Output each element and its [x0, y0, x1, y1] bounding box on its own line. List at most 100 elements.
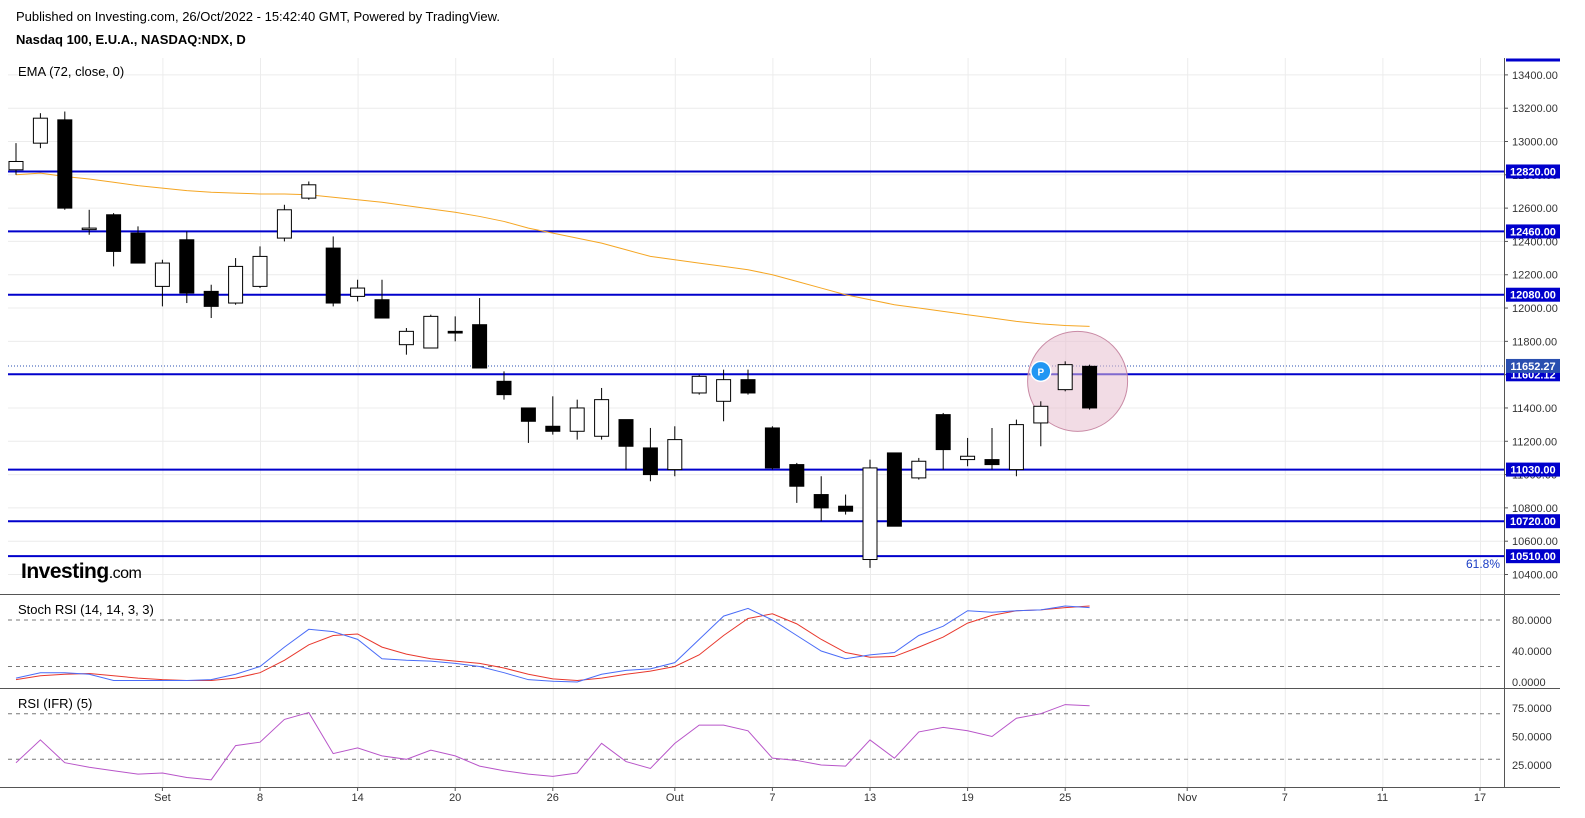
candle-bullish	[862, 467, 878, 561]
candle-bullish	[1033, 405, 1049, 424]
candle-bullish	[398, 330, 414, 346]
candle-bearish	[130, 232, 146, 264]
last-price-tag: 11652.27	[1510, 361, 1555, 373]
level-tag: 12460.00	[1510, 226, 1556, 238]
candle-bearish	[1082, 365, 1098, 409]
x-tick-label: 7	[769, 792, 775, 804]
rsi-panel: 25.0000 50.0000 75.0000	[8, 703, 1552, 781]
stoch-rsi-panel: 0.0000 40.0000 80.0000	[8, 605, 1552, 689]
y-tick-label: 10400.00	[1512, 570, 1558, 582]
y-tick-label: 13400.00	[1512, 70, 1558, 82]
candle-bearish	[179, 239, 195, 294]
x-tick-label: 17	[1474, 792, 1486, 804]
y-tick-label: 11400.00	[1512, 403, 1557, 415]
candle-bullish	[594, 399, 610, 437]
level-tag-bg	[1506, 462, 1560, 477]
stoch-y-tick-label: 80.0000	[1512, 615, 1552, 627]
symbol-title: Nasdaq 100, E.U.A., NASDAQ:NDX, D	[16, 32, 246, 47]
candles: P	[8, 111, 1098, 568]
candle-bullish	[81, 227, 97, 231]
candle-bullish	[228, 265, 244, 304]
rsi-y-tick-label: 25.0000	[1512, 760, 1552, 772]
candle-bullish	[911, 460, 927, 479]
level-tag-bg	[1506, 549, 1560, 564]
level-tag-bg	[1506, 224, 1560, 239]
x-tick-label: 11	[1377, 792, 1388, 804]
level-tag: 11030.00	[1510, 465, 1555, 477]
candle-bearish	[764, 427, 780, 469]
rsi-y-tick-label: 50.0000	[1512, 732, 1552, 744]
stoch-y-tick-label: 0.0000	[1512, 677, 1546, 689]
level-tag: 10720.00	[1510, 516, 1556, 528]
rsi-label: RSI (IFR) (5)	[18, 696, 93, 711]
investing-logo: Investing.com	[21, 560, 142, 584]
level-tag: 12080.00	[1510, 290, 1556, 302]
published-info: Published on Investing.com, 26/Oct/2022 …	[16, 9, 500, 24]
candle-bullish	[252, 255, 268, 287]
candle-bullish	[301, 184, 317, 199]
candle-bullish	[32, 117, 48, 144]
x-tick-label: 7	[1282, 792, 1288, 804]
x-tick-label: 8	[257, 792, 263, 804]
candle-bearish	[374, 299, 390, 319]
y-tick-label: 12000.00	[1512, 303, 1558, 315]
candle-bearish	[325, 247, 341, 304]
y-tick-label: 11800.00	[1512, 336, 1557, 348]
candle-bearish	[813, 494, 829, 509]
ema-line	[15, 172, 1090, 327]
fib-label: 61.8%	[1466, 557, 1500, 571]
y-tick-label: 13200.00	[1512, 103, 1558, 115]
marker-label: P	[1037, 367, 1044, 378]
candle-bullish	[691, 375, 707, 394]
x-tick-label: Out	[666, 792, 684, 804]
level-tag-bg	[1506, 287, 1560, 302]
last-price-tag-bg	[1506, 358, 1560, 373]
y-tick-label: 13000.00	[1512, 137, 1558, 149]
logo-suffix: .com	[108, 565, 142, 582]
candle-bullish	[276, 209, 292, 239]
level-tag-bg	[1506, 514, 1560, 529]
x-tick-label: Set	[154, 792, 171, 804]
candle-bearish	[545, 425, 561, 432]
candle-bearish	[984, 459, 1000, 466]
candle-bearish	[935, 414, 951, 451]
candle-bearish	[789, 464, 805, 487]
candle-bearish	[106, 214, 122, 252]
level-tag: 10510.00	[1510, 551, 1556, 563]
y-tick-label: 12600.00	[1512, 203, 1558, 215]
candle-bullish	[8, 160, 24, 171]
ema-label: EMA (72, close, 0)	[18, 64, 125, 79]
x-tick-label: 25	[1059, 792, 1071, 804]
candle-bearish	[496, 380, 512, 396]
support-resistance-levels: 61.8%	[8, 170, 1504, 571]
level-tag: 12820.00	[1510, 166, 1556, 178]
y-tick-label: 12200.00	[1512, 270, 1558, 282]
candle-bearish	[886, 452, 902, 527]
stoch-y-tick-label: 40.0000	[1512, 646, 1552, 658]
candle-bearish	[520, 407, 536, 422]
x-tick-label: 14	[351, 792, 363, 804]
grid	[8, 58, 1504, 787]
x-tick-label: Nov	[1177, 792, 1197, 804]
rsi-line	[15, 704, 1090, 781]
y-tick-label: 10800.00	[1512, 503, 1558, 515]
candle-bullish	[1057, 364, 1073, 391]
stoch-rsi-label: Stoch RSI (14, 14, 3, 3)	[18, 602, 154, 617]
candle-bearish	[618, 419, 634, 447]
stoch-k-line	[15, 605, 1090, 683]
candle-bullish	[960, 455, 976, 461]
x-tick-label: 26	[547, 792, 559, 804]
level-tag-bg	[1506, 164, 1560, 179]
rsi-y-tick-label: 75.0000	[1512, 703, 1552, 715]
y-tick-label: 11200.00	[1512, 436, 1557, 448]
candle-bearish	[642, 447, 658, 476]
y-tick-label: 12400.00	[1512, 236, 1558, 248]
highlight-ellipse	[1027, 330, 1129, 432]
x-tick-label: 13	[864, 792, 876, 804]
candle-bearish	[740, 379, 756, 394]
candle-bearish	[203, 290, 219, 307]
ema-polyline	[15, 172, 1090, 327]
logo-brand: Investing	[21, 560, 109, 583]
candle-bullish	[667, 439, 683, 471]
